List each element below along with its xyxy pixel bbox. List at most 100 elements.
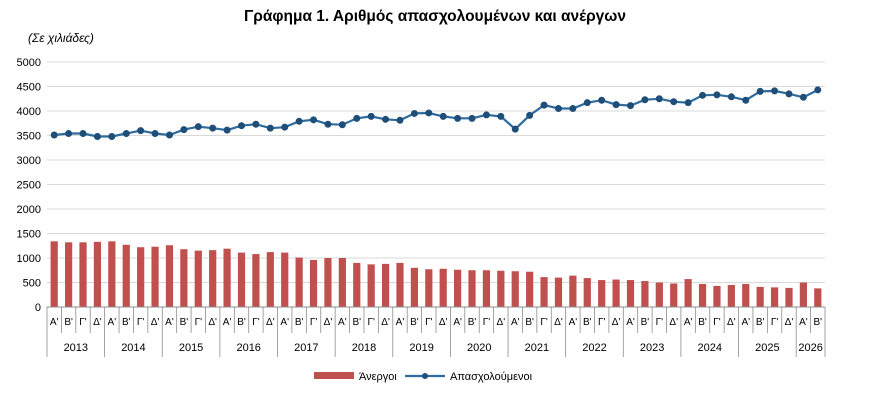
quarter-tick-label: Δ' [554, 317, 563, 328]
quarter-tick-label: Α' [799, 317, 808, 328]
bar-unemployed [569, 275, 577, 307]
point-employed [526, 111, 534, 119]
bar-unemployed [727, 284, 735, 307]
y-tick-label: 500 [23, 278, 41, 290]
year-tick-label: 2022 [582, 342, 606, 354]
quarter-tick-label: Β' [813, 317, 822, 328]
bar-unemployed [396, 262, 404, 307]
bar-unemployed [180, 249, 188, 307]
year-tick-label: 2024 [697, 342, 721, 354]
point-employed [137, 127, 145, 135]
quarter-tick-label: Γ' [425, 317, 433, 328]
bar-unemployed [266, 252, 274, 307]
point-employed [569, 105, 577, 113]
quarter-tick-label: Β' [180, 317, 189, 328]
legend-swatch-unemployed [314, 372, 354, 379]
bar-unemployed [598, 280, 606, 307]
point-employed [353, 114, 361, 122]
quarter-tick-label: Γ' [79, 317, 87, 328]
bar-unemployed [612, 279, 620, 307]
y-tick-label: 4000 [17, 106, 41, 118]
bar-unemployed [209, 250, 217, 307]
y-tick-label: 1500 [17, 229, 41, 241]
legend: Άνεργοι Απασχολούμενοι [314, 371, 533, 383]
bar-unemployed [756, 286, 764, 307]
year-tick-label: 2013 [64, 342, 88, 354]
bar-unemployed [79, 242, 87, 307]
bar-unemployed [93, 241, 102, 307]
quarter-tick-label: Γ' [771, 317, 779, 328]
bar-unemployed [50, 241, 58, 307]
x-axis: Α' Β' Γ' Δ' Α' Β' Γ' Δ' Α' Β' Γ' Δ' Α' Β' Γ' Δ' Α' Β' Γ' Δ'… [46, 306, 826, 357]
quarter-tick-label: Β' [698, 317, 707, 328]
legend-label-unemployed: Άνεργοι [359, 371, 397, 383]
point-employed [511, 125, 519, 133]
bar-unemployed [713, 285, 721, 307]
bar-unemployed [482, 270, 491, 307]
point-employed [50, 131, 58, 139]
bar-unemployed [324, 258, 332, 307]
point-employed [598, 96, 606, 104]
year-tick-label: 2015 [179, 342, 203, 354]
quarter-tick-label: Δ' [727, 317, 736, 328]
point-employed [727, 93, 735, 101]
bar-unemployed [65, 242, 73, 307]
point-employed [338, 121, 346, 129]
quarter-tick-label: Β' [237, 317, 246, 328]
y-tick-label: 3000 [17, 155, 41, 167]
year-tick-label: 2026 [798, 342, 822, 354]
point-employed [482, 111, 490, 119]
point-employed [742, 96, 750, 104]
quarter-tick-label: Γ' [137, 317, 145, 328]
point-employed [612, 101, 620, 109]
quarter-tick-label: Δ' [266, 317, 275, 328]
point-employed [108, 132, 116, 140]
quarter-tick-label: Α' [626, 317, 635, 328]
bar-unemployed [137, 247, 145, 307]
point-employed [641, 96, 649, 104]
quarter-tick-label: Δ' [324, 317, 333, 328]
bar-unemployed [698, 283, 707, 307]
point-employed [756, 87, 764, 95]
quarter-tick-label: Δ' [151, 317, 160, 328]
bar-unemployed [799, 282, 807, 307]
point-employed [93, 132, 101, 140]
year-tick-label: 2019 [409, 342, 433, 354]
point-employed [583, 99, 591, 107]
point-employed [209, 124, 217, 132]
quarter-tick-label: Δ' [208, 317, 217, 328]
year-tick-label: 2025 [755, 342, 779, 354]
point-employed [223, 126, 231, 134]
bar-unemployed [252, 254, 260, 307]
point-employed [799, 93, 807, 101]
year-tick-label: 2016 [236, 342, 260, 354]
quarter-tick-label: Γ' [598, 317, 606, 328]
point-employed [814, 86, 822, 94]
point-employed [165, 131, 173, 139]
point-employed [540, 101, 548, 109]
quarter-tick-label: Α' [511, 317, 520, 328]
quarter-tick-label: Α' [453, 317, 462, 328]
point-employed [785, 90, 793, 98]
bar-unemployed [454, 269, 462, 307]
quarter-tick-label: Γ' [656, 317, 664, 328]
quarter-tick-label: Β' [295, 317, 304, 328]
point-employed [410, 109, 418, 117]
bar-unemployed [151, 246, 159, 307]
quarter-tick-label: Α' [338, 317, 347, 328]
bar-unemployed [381, 263, 390, 307]
point-employed [238, 122, 245, 130]
point-employed [468, 114, 476, 122]
point-employed [367, 112, 375, 120]
quarter-tick-label: Γ' [310, 317, 318, 328]
quarter-tick-label: Β' [468, 317, 477, 328]
quarter-tick-label: Β' [525, 317, 534, 328]
legend-label-employed: Απασχολούμενοι [450, 371, 533, 383]
year-tick-label: 2018 [352, 342, 376, 354]
unemployed-bars [50, 241, 822, 307]
bar-unemployed [281, 252, 289, 307]
year-tick-label: 2023 [640, 342, 664, 354]
bar-unemployed [468, 270, 476, 307]
bar-unemployed [684, 279, 692, 307]
quarter-tick-label: Α' [108, 317, 117, 328]
